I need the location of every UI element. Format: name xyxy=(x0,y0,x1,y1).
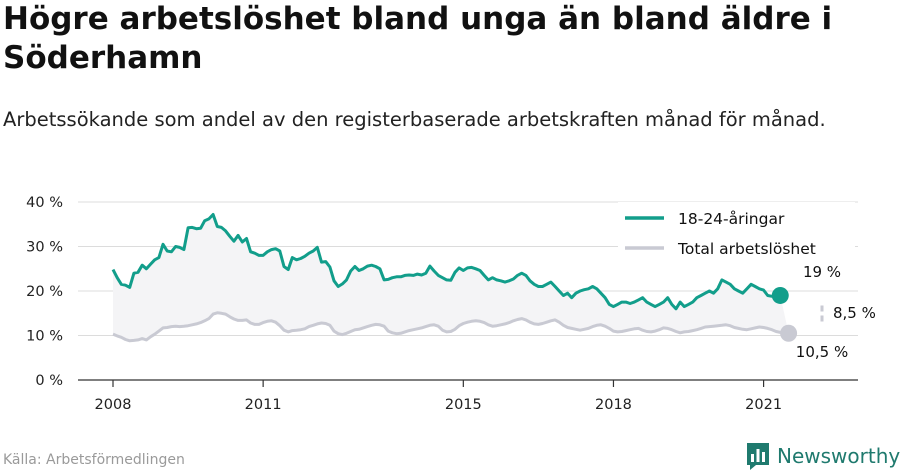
chart-subtitle: Arbetssökande som andel av den registerb… xyxy=(3,108,826,131)
difference-label: 8,5 % xyxy=(833,304,876,322)
gap-area-fill xyxy=(113,214,789,341)
legend-box xyxy=(618,202,855,268)
x-axis: 2008 2011 2015 2018 2021 xyxy=(78,379,858,413)
y-tick-label: 10 % xyxy=(26,329,63,345)
end-point-youth xyxy=(771,286,789,304)
y-tick-label: 30 % xyxy=(26,240,63,256)
source-note: Källa: Arbetsförmedlingen xyxy=(3,452,185,468)
end-label-total: 10,5 % xyxy=(796,343,848,361)
x-tick-label: 2011 xyxy=(245,397,282,413)
end-point-total xyxy=(780,324,798,342)
legend-label-youth: 18-24-åringar xyxy=(678,210,785,228)
end-label-youth: 19 % xyxy=(803,263,841,281)
y-tick-label: 40 % xyxy=(26,195,63,211)
x-tick-label: 2008 xyxy=(95,397,132,413)
y-tick-label: 20 % xyxy=(26,284,63,300)
y-tick-label: 0 % xyxy=(35,373,63,389)
chart-title: Högre arbetslöshet bland unga än bland ä… xyxy=(3,1,833,76)
x-tick-label: 2018 xyxy=(595,397,632,413)
line-chart: 0 % 10 % 20 % 30 % 40 % 2008 2011 2015 2018 2021… xyxy=(26,195,876,413)
series-line-youth xyxy=(111,213,781,311)
x-tick-label: 2021 xyxy=(745,397,782,413)
legend: 18-24-åringar Total arbetslöshet xyxy=(625,210,816,258)
legend-label-total: Total arbetslöshet xyxy=(677,240,816,258)
newsworthy-logo-icon xyxy=(747,443,769,470)
brand-logo: Newsworthy xyxy=(745,441,900,471)
series-line-total xyxy=(112,311,789,343)
brand-name: Newsworthy xyxy=(777,444,900,468)
y-axis-tick-labels: 0 % 10 % 20 % 30 % 40 % xyxy=(26,195,63,389)
x-tick-label: 2015 xyxy=(445,397,482,413)
